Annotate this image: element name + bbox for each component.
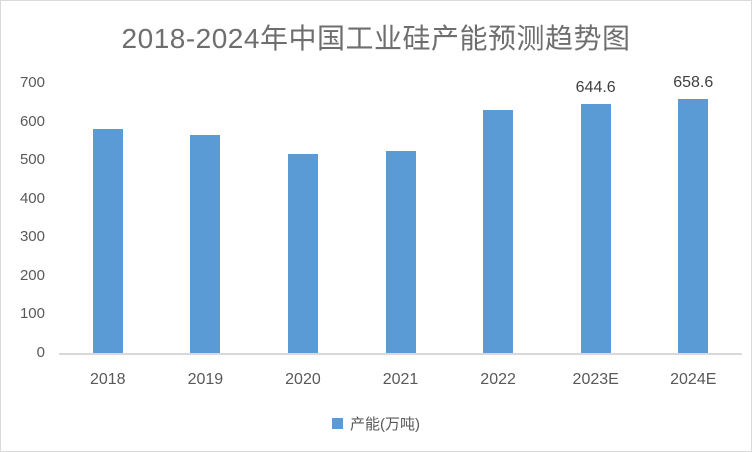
x-label-2019: 2019 [187,371,224,388]
plot-area: 644.6 658.6 [59,74,742,353]
bar-slot-2023E: 644.6 [547,79,645,353]
y-tick-0: 0 [36,344,45,361]
bar-2021 [385,150,416,353]
chart-title: 2018-2024年中国工业硅产能预测趋势图 [121,23,631,54]
bar-2019 [190,135,221,353]
legend-label: 产能(万吨) [350,416,420,433]
bar-2020 [287,154,318,353]
bar-2022 [483,110,514,353]
y-tick-400: 400 [19,189,45,207]
bar-2018 [92,129,123,353]
y-tick-700: 700 [19,74,45,91]
x-label-2022: 2022 [480,371,516,388]
x-label-2021: 2021 [382,371,419,388]
x-label-2024E: 2024E [670,371,717,388]
y-tick-600: 600 [19,112,45,130]
x-axis-labels: 2018 2019 2020 2021 2022 2023E 2024E [59,371,742,389]
bar-slot-2020 [254,83,352,353]
y-tick-100: 100 [19,305,45,323]
x-label-2018: 2018 [89,371,126,388]
bar-slot-2021 [352,83,450,353]
x-axis-line [59,353,742,355]
legend: 产能(万吨) [1,413,751,434]
data-label-2023E: 644.6 [575,79,616,97]
x-label-2023E: 2023E [572,371,619,388]
x-label-2020: 2020 [285,371,321,388]
bar-slot-2024E: 658.6 [644,74,742,353]
bar-2024E [678,98,709,353]
bar-slot-2022 [449,83,547,353]
bar-slot-2018 [59,83,157,353]
y-tick-500: 500 [19,151,45,169]
bar-2023E [580,104,611,353]
y-tick-200: 200 [19,266,45,284]
y-tick-300: 300 [19,228,45,246]
bar-slot-2019 [157,83,255,353]
legend-swatch-icon [332,418,343,429]
data-label-2024E: 658.6 [673,73,714,91]
